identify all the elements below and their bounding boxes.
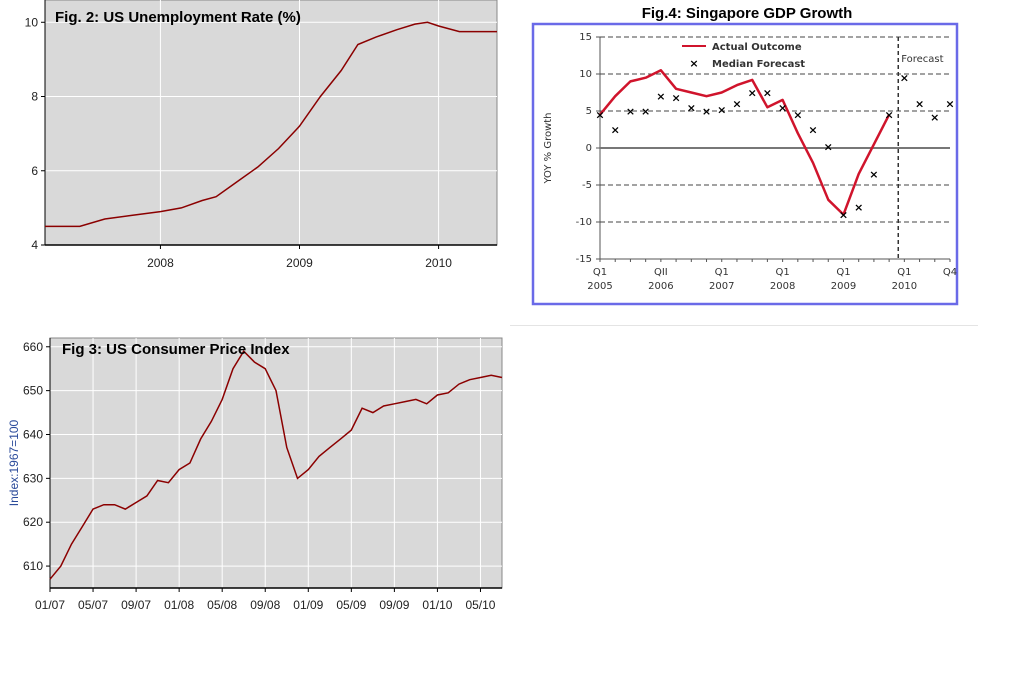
chart-frame xyxy=(531,22,959,306)
x-tick-label: 2010 xyxy=(425,256,452,270)
y-tick-label: 0 xyxy=(586,143,592,154)
chart-title: Fig. 2: US Unemployment Rate (%) xyxy=(55,9,301,26)
y-tick-label: -5 xyxy=(582,180,592,191)
x-tick-label: 05/07 xyxy=(78,598,108,612)
section-divider xyxy=(510,325,978,326)
unemployment-series-line xyxy=(45,21,497,228)
y-tick-label: 640 xyxy=(23,427,43,441)
median-forecast-marker: × xyxy=(869,168,878,181)
x-tick-label: 05/08 xyxy=(207,598,237,612)
y-axis-label: YOY % Growth xyxy=(543,112,554,184)
median-forecast-marker: × xyxy=(732,98,741,111)
x-quarter-label: Q1 xyxy=(897,267,911,278)
x-quarter-label: Q1 xyxy=(715,267,729,278)
median-forecast-marker: × xyxy=(641,105,650,118)
median-forecast-marker: × xyxy=(945,98,954,111)
median-forecast-marker: × xyxy=(748,87,757,100)
legend-swatch-forecast: × xyxy=(689,57,698,70)
y-tick-label: 660 xyxy=(23,340,43,354)
median-forecast-marker: × xyxy=(885,109,894,122)
median-forecast-marker: × xyxy=(702,105,711,118)
x-year-label: 2005 xyxy=(587,281,612,292)
y-tick-label: -10 xyxy=(576,217,592,228)
median-forecast-marker: × xyxy=(824,141,833,154)
x-tick-label: 01/07 xyxy=(35,598,65,612)
median-forecast-marker: × xyxy=(915,98,924,111)
x-tick-label: 01/08 xyxy=(164,598,194,612)
y-tick-label: 10 xyxy=(579,69,592,80)
y-tick-label: 8 xyxy=(31,90,38,104)
y-tick-label: 15 xyxy=(579,32,592,43)
forecast-label: Forecast xyxy=(901,54,943,65)
median-forecast-marker: × xyxy=(656,90,665,103)
median-forecast-marker: × xyxy=(854,201,863,214)
y-tick-label: -15 xyxy=(576,254,592,265)
x-quarter-label: Q1 xyxy=(593,267,607,278)
median-forecast-marker: × xyxy=(717,104,726,117)
y-tick-label: 630 xyxy=(23,471,43,485)
x-year-label: 2009 xyxy=(831,281,856,292)
legend-label-actual: Actual Outcome xyxy=(712,42,802,53)
median-forecast-marker: × xyxy=(671,92,680,105)
unemployment-chart-svg: 2008 2009 2010 4 6 8 10 Fig. 2: US Unemployment… xyxy=(25,0,498,270)
median-forecast-marker: × xyxy=(930,111,939,124)
y-axis-label: Index:1967=100 xyxy=(7,419,21,506)
x-tick-label: 01/10 xyxy=(422,598,452,612)
x-year-label: 2010 xyxy=(892,281,917,292)
x-tick-label: 2008 xyxy=(147,256,174,270)
singapore-gdp-chart-svg: Fig.4: Singapore GDP Growth -15 -10 -5 0 5 10 1… xyxy=(531,5,959,306)
x-tick-label: 09/09 xyxy=(379,598,409,612)
x-tick-label: 09/08 xyxy=(250,598,280,612)
legend-label-forecast: Median Forecast xyxy=(712,59,805,70)
y-tick-label: 650 xyxy=(23,384,43,398)
cpi-chart-svg: 01/07 05/07 09/07 01/08 05/08 09/08 01/09 05/09… xyxy=(7,337,503,612)
median-forecast-marker: × xyxy=(839,209,848,222)
plot-area xyxy=(49,337,503,589)
x-year-label: 2006 xyxy=(648,281,673,292)
y-tick-label: 610 xyxy=(23,559,43,573)
x-year-label: 2008 xyxy=(770,281,795,292)
median-forecast-marker: × xyxy=(763,87,772,100)
x-quarter-label: Q1 xyxy=(775,267,789,278)
y-tick-label: 620 xyxy=(23,515,43,529)
chart-title: Fig 3: US Consumer Price Index xyxy=(62,341,290,358)
cpi-chart: 01/07 05/07 09/07 01/08 05/08 09/08 01/09 05/09… xyxy=(0,330,510,630)
actual-outcome-line xyxy=(599,69,891,216)
x-tick-label: 09/07 xyxy=(121,598,151,612)
y-tick-label: 5 xyxy=(586,106,592,117)
median-forecast-marker: × xyxy=(900,72,909,85)
x-year-label: 2007 xyxy=(709,281,734,292)
median-forecast-marker: × xyxy=(778,101,787,114)
x-tick-label: 05/10 xyxy=(465,598,495,612)
median-forecast-marker: × xyxy=(595,109,604,122)
median-forecast-marker: × xyxy=(626,105,635,118)
x-tick-label: 2009 xyxy=(286,256,313,270)
y-tick-label: 4 xyxy=(31,238,38,252)
y-tick-label: 10 xyxy=(25,15,39,29)
median-forecast-marker: × xyxy=(808,124,817,137)
chart-title: Fig.4: Singapore GDP Growth xyxy=(642,5,853,22)
plot-area xyxy=(44,0,498,246)
x-quarter-label: Q1 xyxy=(836,267,850,278)
median-forecast-marker: × xyxy=(793,109,802,122)
x-quarter-label: Q4 xyxy=(943,267,957,278)
median-forecast-marker: × xyxy=(687,101,696,114)
y-tick-label: 6 xyxy=(31,164,38,178)
unemployment-chart: 2008 2009 2010 4 6 8 10 Fig. 2: US Unemployment… xyxy=(0,0,500,280)
x-tick-label: 01/09 xyxy=(293,598,323,612)
x-tick-label: 05/09 xyxy=(336,598,366,612)
x-quarter-label: QII xyxy=(654,267,668,278)
singapore-gdp-chart: Fig.4: Singapore GDP Growth -15 -10 -5 0 5 10 1… xyxy=(525,0,965,310)
cpi-series-line xyxy=(49,349,503,580)
median-forecast-marker: × xyxy=(611,124,620,137)
